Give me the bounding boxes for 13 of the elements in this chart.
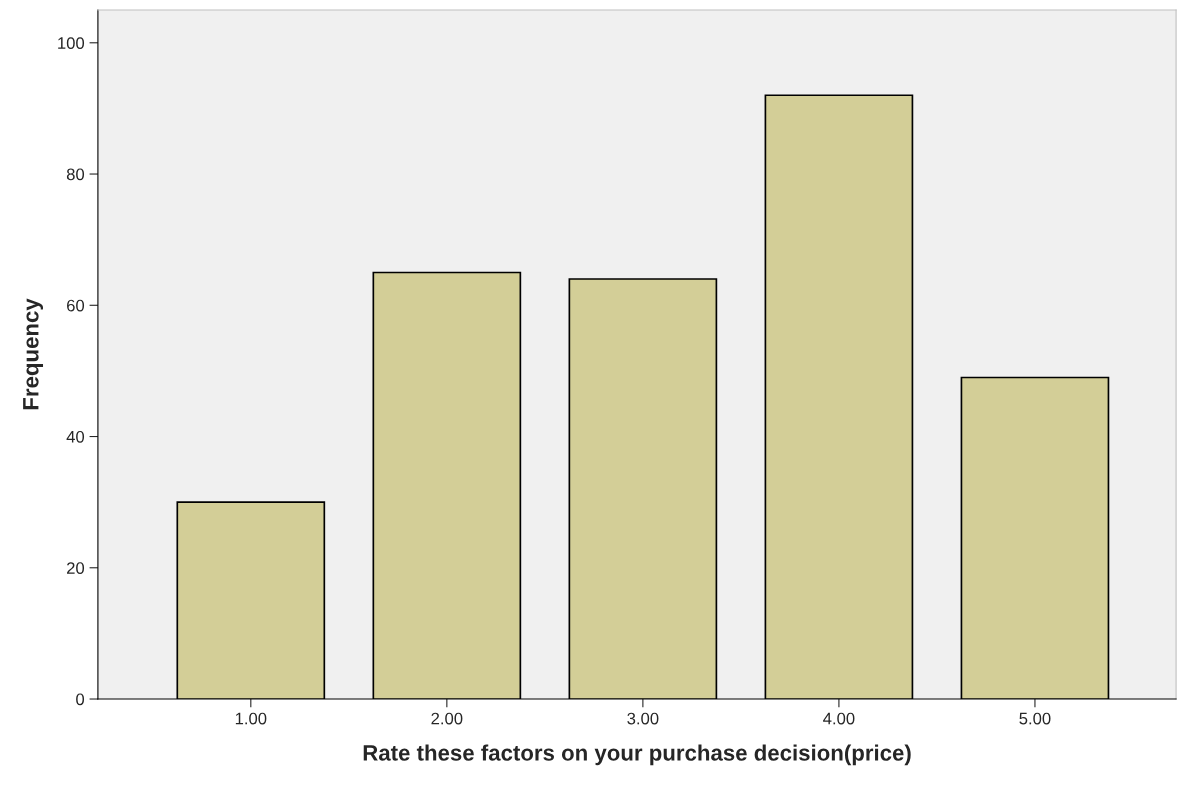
x-tick-label: 2.00 bbox=[431, 712, 463, 725]
y-tick-label: 100 bbox=[58, 37, 85, 49]
y-tick-label: 80 bbox=[66, 168, 85, 181]
y-tick-label: 60 bbox=[67, 299, 85, 312]
x-tick-label: 4.00 bbox=[823, 712, 855, 725]
y-tick-label: 20 bbox=[67, 562, 85, 574]
x-tick-label: 5.00 bbox=[1019, 712, 1051, 725]
x-tick-label: 3.00 bbox=[627, 712, 659, 725]
y-tick-label: 0 bbox=[76, 693, 85, 706]
y-axis-title: Frequency bbox=[23, 298, 44, 410]
x-tick-label: 1.00 bbox=[235, 712, 267, 725]
x-axis-title: Rate these factors on your purchase decision(price) bbox=[363, 744, 911, 766]
y-tick-label: 40 bbox=[66, 430, 85, 443]
